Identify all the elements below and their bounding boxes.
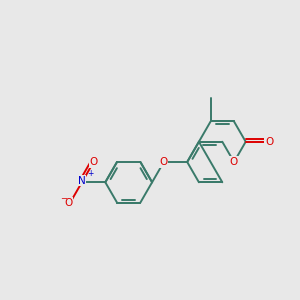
- Text: O: O: [64, 197, 73, 208]
- Text: +: +: [87, 169, 94, 178]
- Text: O: O: [265, 137, 273, 147]
- Text: N: N: [78, 176, 86, 186]
- Text: O: O: [89, 157, 98, 167]
- Text: O: O: [160, 157, 168, 167]
- Text: −: −: [60, 194, 67, 203]
- Text: O: O: [230, 157, 238, 167]
